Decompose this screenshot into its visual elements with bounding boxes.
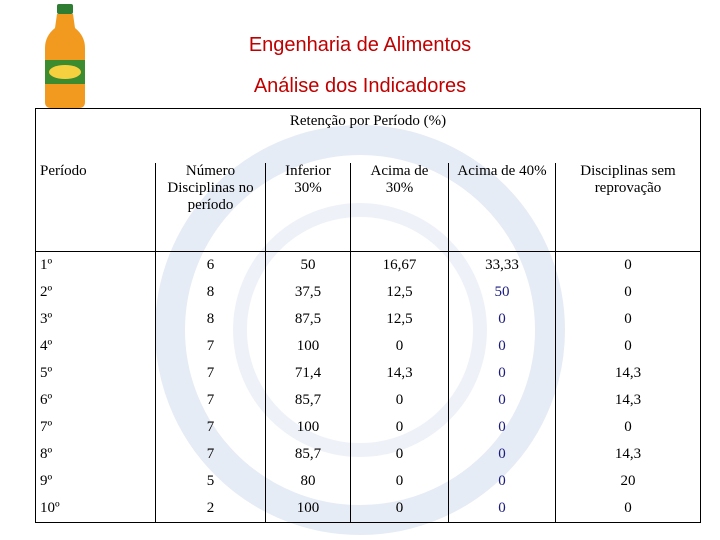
table-cell: 85,7 bbox=[265, 441, 351, 468]
table-cell: 3º bbox=[35, 306, 156, 333]
table-cell: 0 bbox=[555, 306, 701, 333]
title: Engenharia de Alimentos bbox=[248, 34, 472, 56]
table-cell: 0 bbox=[555, 333, 701, 360]
table-cell: 0 bbox=[448, 495, 556, 523]
table-cell: 7 bbox=[155, 414, 266, 441]
column-header: Número Disciplinas no período bbox=[155, 163, 266, 252]
table-cell: 100 bbox=[265, 333, 351, 360]
table-cell: 2º bbox=[35, 279, 156, 306]
table-cell: 0 bbox=[448, 360, 556, 387]
table-cell: 5º bbox=[35, 360, 156, 387]
data-row: 8º 7 85,7 0 0 14,3 bbox=[35, 441, 701, 468]
table-cell: 12,5 bbox=[350, 306, 449, 333]
table-cell: 0 bbox=[555, 251, 701, 279]
column-header: Acima de 30% bbox=[350, 163, 449, 252]
table-cell: 7º bbox=[35, 414, 156, 441]
caption-text: Retenção por Período (%) bbox=[289, 113, 447, 129]
header-row: Período Número Disciplinas no período Infe… bbox=[35, 163, 701, 252]
column-header: Período bbox=[35, 163, 156, 252]
column-header: Acima de 40% bbox=[448, 163, 556, 252]
table-cell: 0 bbox=[448, 333, 556, 360]
table-cell: 0 bbox=[350, 468, 449, 495]
table-cell: 71,4 bbox=[265, 360, 351, 387]
table-cell: 87,5 bbox=[265, 306, 351, 333]
table-cell: 20 bbox=[555, 468, 701, 495]
table-cell: 0 bbox=[350, 414, 449, 441]
table-cell: 0 bbox=[448, 414, 556, 441]
table-cell: 14,3 bbox=[350, 360, 449, 387]
subtitle: Análise dos Indicadores bbox=[253, 75, 467, 97]
table-cell: 50 bbox=[448, 279, 556, 306]
table-cell: 12,5 bbox=[350, 279, 449, 306]
table-cell: 0 bbox=[350, 441, 449, 468]
table-cell: 8 bbox=[155, 279, 266, 306]
column-header: Disciplinas sem reprovação bbox=[555, 163, 701, 252]
table-cell: 6 bbox=[155, 251, 266, 279]
table-cell: 100 bbox=[265, 495, 351, 523]
data-row: 9º 5 80 0 0 20 bbox=[35, 468, 701, 495]
bottle-icon bbox=[45, 4, 85, 108]
table-cell: 9º bbox=[35, 468, 156, 495]
data-row: 10º 2 100 0 0 0 bbox=[35, 495, 701, 523]
table-cell: 7 bbox=[155, 360, 266, 387]
table-cell: 14,3 bbox=[555, 441, 701, 468]
table-cell: 0 bbox=[350, 387, 449, 414]
table-cell: 0 bbox=[448, 387, 556, 414]
data-row: 6º 7 85,7 0 0 14,3 bbox=[35, 387, 701, 414]
table-cell: 7 bbox=[155, 387, 266, 414]
table-cell: 0 bbox=[350, 495, 449, 523]
table-cell: 7 bbox=[155, 441, 266, 468]
table-cell: 0 bbox=[350, 333, 449, 360]
table-cell: 33,33 bbox=[448, 251, 556, 279]
table-cell: 0 bbox=[448, 306, 556, 333]
table-cell: 10º bbox=[35, 495, 156, 523]
column-header: Inferior 30% bbox=[265, 163, 351, 252]
table-cell: 14,3 bbox=[555, 387, 701, 414]
table-cell: 16,67 bbox=[350, 251, 449, 279]
data-row: 4º 7 100 0 0 0 bbox=[35, 333, 701, 360]
table-cell: 85,7 bbox=[265, 387, 351, 414]
table-cell: 6º bbox=[35, 387, 156, 414]
table-cell: 1º bbox=[35, 251, 156, 279]
table-cell: 80 bbox=[265, 468, 351, 495]
table-cell: 100 bbox=[265, 414, 351, 441]
table-cell: 0 bbox=[448, 441, 556, 468]
table-cell: 37,5 bbox=[265, 279, 351, 306]
table-caption: Retenção por Período (%) bbox=[35, 108, 701, 163]
data-row: 3º 8 87,5 12,5 0 0 bbox=[35, 306, 701, 333]
table-cell: 0 bbox=[555, 279, 701, 306]
data-row: 7º 7 100 0 0 0 bbox=[35, 414, 701, 441]
table-cell: 8 bbox=[155, 306, 266, 333]
table-cell: 0 bbox=[555, 414, 701, 441]
data-row: 1º 6 50 16,67 33,33 0 bbox=[35, 251, 701, 279]
table-cell: 0 bbox=[555, 495, 701, 523]
table-cell: 8º bbox=[35, 441, 156, 468]
table-cell: 50 bbox=[265, 251, 351, 279]
data-row: 2º 8 37,5 12,5 50 0 bbox=[35, 279, 701, 306]
retention-table: Retenção por Período (%) Período Número D… bbox=[35, 108, 701, 523]
table-cell: 7 bbox=[155, 333, 266, 360]
table-cell: 0 bbox=[448, 468, 556, 495]
table-cell: 4º bbox=[35, 333, 156, 360]
table-cell: 14,3 bbox=[555, 360, 701, 387]
table-cell: 5 bbox=[155, 468, 266, 495]
data-row: 5º 7 71,4 14,3 0 14,3 bbox=[35, 360, 701, 387]
table-cell: 2 bbox=[155, 495, 266, 523]
